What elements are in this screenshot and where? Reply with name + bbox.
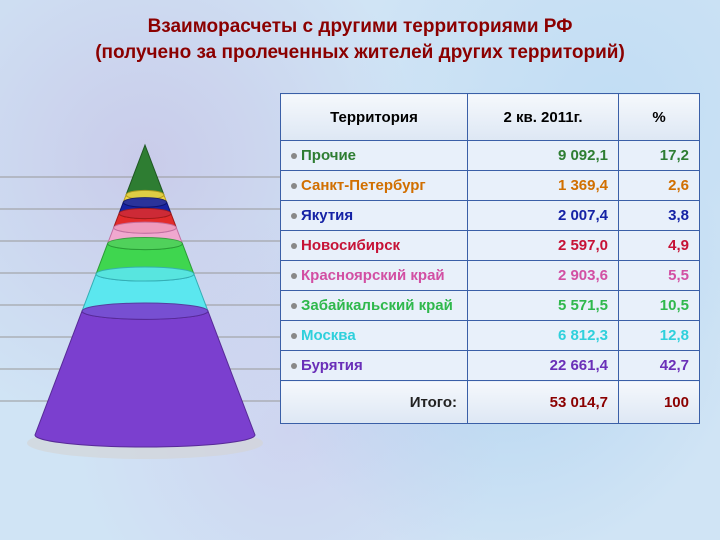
bullet-icon bbox=[291, 153, 297, 159]
total-percent: 100 bbox=[619, 381, 700, 424]
row-value: 6 812,3 bbox=[468, 321, 619, 351]
table-header-row: Территория 2 кв. 2011г. % bbox=[281, 94, 700, 141]
total-label: Итого: bbox=[281, 381, 468, 424]
row-value: 1 369,4 bbox=[468, 171, 619, 201]
bullet-icon bbox=[291, 273, 297, 279]
table-row: Санкт-Петербург 1 369,42,6 bbox=[281, 171, 700, 201]
row-percent: 3,8 bbox=[619, 201, 700, 231]
col-percent: % bbox=[619, 94, 700, 141]
pyramid-svg bbox=[0, 105, 280, 485]
pyramid-layer bbox=[35, 303, 255, 447]
row-label: Прочие bbox=[281, 141, 468, 171]
row-label: Москва bbox=[281, 321, 468, 351]
row-label-text: Красноярский край bbox=[301, 267, 445, 284]
row-label: Якутия bbox=[281, 201, 468, 231]
row-label-text: Якутия bbox=[301, 207, 353, 224]
page-title: Взаиморасчеты с другими территориями РФ … bbox=[0, 0, 720, 65]
row-label: Новосибирск bbox=[281, 231, 468, 261]
content-area: Территория 2 кв. 2011г. % Прочие9 092,11… bbox=[0, 65, 720, 525]
row-value: 22 661,4 bbox=[468, 351, 619, 381]
pyramid-chart bbox=[0, 105, 280, 485]
total-value: 53 014,7 bbox=[468, 381, 619, 424]
table-row: Москва 6 812,312,8 bbox=[281, 321, 700, 351]
data-table: Территория 2 кв. 2011г. % Прочие9 092,11… bbox=[280, 93, 700, 424]
row-label-text: Москва bbox=[301, 327, 356, 344]
row-percent: 10,5 bbox=[619, 291, 700, 321]
table-row: Забайкальский край 5 571,510,5 bbox=[281, 291, 700, 321]
row-percent: 12,8 bbox=[619, 321, 700, 351]
table-row: Якутия 2 007,43,8 bbox=[281, 201, 700, 231]
title-line-1: Взаиморасчеты с другими территориями РФ bbox=[148, 16, 573, 37]
bullet-icon bbox=[291, 333, 297, 339]
row-value: 5 571,5 bbox=[468, 291, 619, 321]
row-label-text: Прочие bbox=[301, 147, 356, 164]
row-label-text: Новосибирск bbox=[301, 237, 400, 254]
col-value: 2 кв. 2011г. bbox=[468, 94, 619, 141]
row-value: 2 903,6 bbox=[468, 261, 619, 291]
table-row: Красноярский край 2 903,65,5 bbox=[281, 261, 700, 291]
row-value: 2 007,4 bbox=[468, 201, 619, 231]
row-percent: 42,7 bbox=[619, 351, 700, 381]
row-label: Бурятия bbox=[281, 351, 468, 381]
col-territory: Территория bbox=[281, 94, 468, 141]
row-label-text: Санкт-Петербург bbox=[301, 177, 426, 194]
row-percent: 4,9 bbox=[619, 231, 700, 261]
row-label: Красноярский край bbox=[281, 261, 468, 291]
row-value: 9 092,1 bbox=[468, 141, 619, 171]
table-body: Прочие9 092,117,2Санкт-Петербург1 369,42… bbox=[281, 141, 700, 424]
title-line-2: (получено за пролеченных жителей других … bbox=[95, 42, 625, 63]
row-percent: 17,2 bbox=[619, 141, 700, 171]
bullet-icon bbox=[291, 303, 297, 309]
table-row: Новосибирск 2 597,04,9 bbox=[281, 231, 700, 261]
row-label-text: Забайкальский край bbox=[301, 297, 453, 314]
table-total-row: Итого:53 014,7100 bbox=[281, 381, 700, 424]
row-value: 2 597,0 bbox=[468, 231, 619, 261]
row-label: Забайкальский край bbox=[281, 291, 468, 321]
row-percent: 2,6 bbox=[619, 171, 700, 201]
bullet-icon bbox=[291, 363, 297, 369]
table-row: Прочие 9 092,117,2 bbox=[281, 141, 700, 171]
row-percent: 5,5 bbox=[619, 261, 700, 291]
row-label-text: Бурятия bbox=[301, 357, 363, 374]
bullet-icon bbox=[291, 243, 297, 249]
table-row: Бурятия 22 661,442,7 bbox=[281, 351, 700, 381]
bullet-icon bbox=[291, 183, 297, 189]
bullet-icon bbox=[291, 213, 297, 219]
row-label: Санкт-Петербург bbox=[281, 171, 468, 201]
